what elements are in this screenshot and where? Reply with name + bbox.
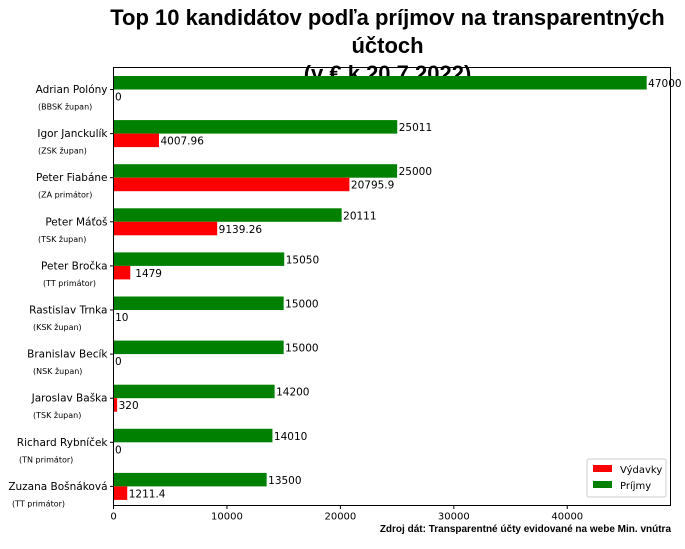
bar-vydavky-1: [113, 133, 159, 148]
value-label-vydavky-6: 0: [115, 356, 122, 368]
y-tick-label-name-7: Jaroslav Baška: [31, 393, 108, 405]
y-tick-label-role-7: (TSK župan): [33, 411, 81, 420]
value-label-vydavky-4: 1479: [135, 268, 162, 280]
value-label-vydavky-1: 4007.96: [160, 136, 204, 148]
x-axis: 0 10000 20000 30000 40000: [110, 505, 583, 523]
y-tick-label-name-0: Adrian Polóny: [36, 84, 108, 96]
x-tick-label-1: 10000: [211, 512, 243, 523]
legend-swatch-vydavky: [593, 465, 612, 472]
value-labels-group: 47000 0 25011 4007.96 25000 20795.9 20111 9139.…: [115, 78, 682, 500]
y-tick-label-role-8: (TN primátor): [19, 455, 73, 464]
value-label-vydavky-9: 1211.4: [129, 488, 166, 500]
y-tick-label-role-6: (NSK župan): [33, 367, 82, 376]
chart-title: Top 10 kandidátov podľa príjmov na trans…: [90, 4, 685, 88]
bar-vydavky-2: [113, 177, 350, 192]
bars-group: [113, 76, 647, 500]
y-tick-label-role-1: (ZSK župan): [38, 147, 87, 156]
x-tick-label-3: 30000: [438, 512, 470, 523]
x-tick-label-0: 0: [110, 512, 116, 523]
y-tick-label-name-5: Rastislav Trnka: [29, 305, 107, 317]
y-tick-label-name-9: Zuzana Bošnáková: [8, 481, 107, 493]
value-label-prijmy-9: 13500: [268, 475, 301, 487]
value-label-prijmy-5: 15000: [285, 299, 318, 311]
bar-vydavky-9: [113, 486, 128, 500]
bar-prijmy-3: [113, 208, 342, 222]
legend-label-vydavky: Výdavky: [620, 464, 662, 476]
value-label-prijmy-0: 47000: [648, 78, 681, 90]
value-label-prijmy-4: 15050: [286, 254, 319, 266]
bar-prijmy-8: [113, 428, 273, 443]
x-tick-label-2: 20000: [324, 512, 356, 523]
value-label-vydavky-7: 320: [119, 400, 139, 412]
y-tick-label-name-6: Branislav Becík: [27, 349, 108, 361]
value-label-vydavky-5: 10: [115, 312, 128, 324]
bar-prijmy-2: [113, 164, 398, 178]
y-tick-label-role-3: (TSK župan): [38, 235, 86, 244]
y-tick-label-role-5: (KSK župan): [33, 323, 82, 332]
chart-title-line-1: Top 10 kandidátov podľa príjmov na trans…: [110, 5, 665, 58]
bar-vydavky-3: [113, 221, 218, 236]
y-axis: Adrian Polóny (BBSK župan) Igor Janckulík (…: [8, 84, 114, 508]
bar-prijmy-7: [113, 384, 275, 399]
y-tick-label-name-8: Richard Rybníček: [17, 437, 109, 449]
bar-prijmy-0: [113, 76, 647, 90]
y-tick-label-name-4: Peter Bročka: [41, 260, 107, 272]
bar-prijmy-9: [113, 472, 267, 487]
legend-label-prijmy: Príjmy: [620, 480, 651, 492]
source-note: Zdroj dát: Transparentné účty evidované …: [379, 524, 671, 535]
y-tick-label-role-9: (TT primátor): [12, 499, 65, 508]
bar-vydavky-7: [113, 398, 118, 412]
value-label-prijmy-3: 20111: [343, 210, 376, 222]
bar-prijmy-6: [113, 340, 284, 355]
value-label-prijmy-8: 14010: [274, 431, 307, 443]
bar-prijmy-5: [113, 296, 284, 310]
y-tick-label-name-2: Peter Fiabáne: [36, 172, 108, 184]
value-label-prijmy-1: 25011: [399, 122, 432, 134]
bar-prijmy-4: [113, 252, 285, 266]
y-tick-label-name-1: Igor Janckulík: [37, 128, 108, 140]
y-tick-label-role-2: (ZA primátor): [38, 191, 92, 200]
value-label-vydavky-0: 0: [115, 92, 122, 104]
value-label-prijmy-2: 25000: [399, 166, 432, 178]
value-label-vydavky-8: 0: [115, 444, 122, 456]
y-tick-label-name-3: Peter Máťoš: [45, 216, 107, 228]
value-label-vydavky-3: 9139.26: [219, 224, 263, 236]
bar-vydavky-4: [113, 265, 131, 280]
x-tick-label-4: 40000: [551, 512, 583, 523]
y-tick-label-role-4: (TT primátor): [43, 279, 96, 288]
plot-frame: [113, 67, 671, 506]
value-label-prijmy-7: 14200: [276, 387, 309, 399]
bar-prijmy-1: [113, 120, 398, 134]
value-label-vydavky-2: 20795.9: [351, 180, 394, 192]
y-tick-label-role-0: (BBSK župan): [38, 103, 92, 112]
legend: Výdavky Príjmy: [586, 458, 667, 498]
legend-swatch-prijmy: [593, 481, 612, 488]
value-label-prijmy-6: 15000: [285, 343, 318, 355]
